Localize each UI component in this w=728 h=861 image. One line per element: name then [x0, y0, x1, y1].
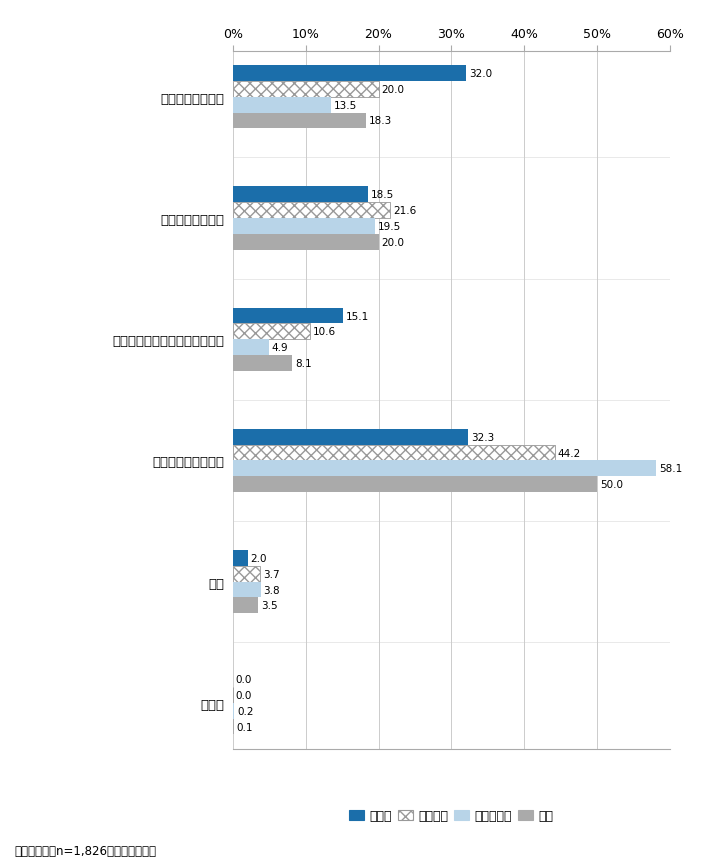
Text: 3.8: 3.8: [264, 585, 280, 595]
Bar: [233, 356, 292, 371]
Text: 18.3: 18.3: [369, 116, 392, 127]
Text: 44.2: 44.2: [558, 448, 581, 458]
Bar: [233, 324, 310, 340]
Legend: 大企業, 中堅企業, その他企業, 全体: 大企業, 中堅企業, その他企業, 全体: [344, 804, 558, 827]
Bar: [233, 598, 258, 613]
Bar: [233, 340, 269, 356]
Text: 3.7: 3.7: [263, 569, 280, 579]
Bar: [233, 703, 234, 719]
Text: 0.0: 0.0: [236, 691, 252, 700]
Bar: [233, 719, 234, 734]
Text: 32.3: 32.3: [471, 432, 494, 443]
Text: 10.6: 10.6: [313, 327, 336, 337]
Text: 21.6: 21.6: [393, 206, 416, 216]
Text: 19.5: 19.5: [378, 221, 401, 232]
Bar: [233, 445, 555, 461]
Text: 4.9: 4.9: [272, 343, 288, 353]
Bar: [233, 477, 597, 492]
Text: 50.0: 50.0: [600, 480, 623, 490]
Bar: [233, 234, 379, 251]
Bar: [233, 82, 379, 97]
Bar: [233, 187, 368, 203]
Text: 20.0: 20.0: [381, 238, 405, 247]
Bar: [233, 567, 260, 582]
Bar: [233, 97, 331, 114]
Bar: [233, 308, 343, 324]
Text: 【単数回答、n=1,826、対象：全体】: 【単数回答、n=1,826、対象：全体】: [15, 844, 157, 857]
Text: 0.1: 0.1: [237, 722, 253, 732]
Bar: [233, 550, 248, 567]
Text: 0.0: 0.0: [236, 674, 252, 684]
Bar: [233, 203, 390, 219]
Bar: [233, 461, 656, 477]
Text: 13.5: 13.5: [334, 101, 357, 110]
Text: 8.1: 8.1: [295, 358, 312, 369]
Text: 18.5: 18.5: [371, 190, 394, 200]
Text: 2.0: 2.0: [250, 554, 267, 563]
Text: 15.1: 15.1: [346, 311, 369, 321]
Text: 20.0: 20.0: [381, 84, 405, 95]
Bar: [233, 582, 261, 598]
Bar: [233, 430, 468, 445]
Text: 32.0: 32.0: [469, 69, 492, 79]
Text: 0.2: 0.2: [237, 706, 254, 716]
Bar: [233, 219, 375, 234]
Text: 3.5: 3.5: [261, 601, 278, 610]
Bar: [233, 66, 466, 82]
Text: 58.1: 58.1: [659, 464, 682, 474]
Bar: [233, 114, 366, 129]
